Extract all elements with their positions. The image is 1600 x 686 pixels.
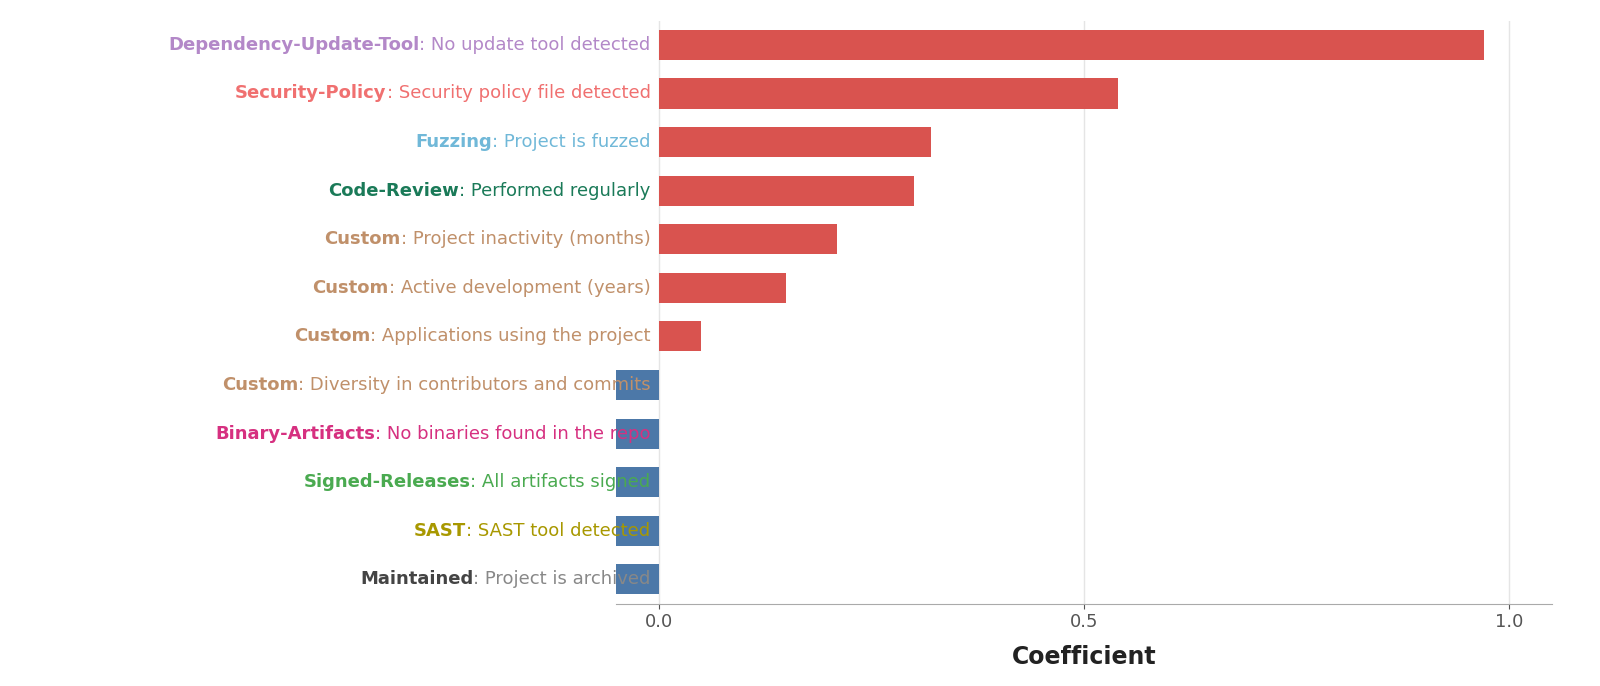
Text: : Project inactivity (months): : Project inactivity (months) [400,230,651,248]
Bar [659,321,701,351]
Text: Signed-Releases: Signed-Releases [304,473,470,491]
Text: : No update tool detected: : No update tool detected [419,36,651,54]
Bar [386,565,659,595]
Text: Security-Policy: Security-Policy [235,84,387,102]
Bar [659,176,914,206]
Text: Custom: Custom [312,279,389,297]
Bar [659,29,1483,60]
Bar [659,224,837,255]
Text: Custom: Custom [222,376,298,394]
Bar [506,370,659,400]
Text: : SAST tool detected: : SAST tool detected [467,522,651,540]
Text: : Project is archived: : Project is archived [474,570,651,589]
Bar [488,418,659,449]
Bar [659,273,786,303]
Text: SAST: SAST [414,522,467,540]
Text: Code-Review: Code-Review [328,182,459,200]
Bar [429,516,659,546]
X-axis label: Coefficient: Coefficient [1011,646,1157,670]
Text: Custom: Custom [325,230,400,248]
Text: Fuzzing: Fuzzing [416,133,493,151]
Text: Custom: Custom [294,327,370,346]
Text: Maintained: Maintained [360,570,474,589]
Text: : Applications using the project: : Applications using the project [370,327,651,346]
Text: Binary-Artifacts: Binary-Artifacts [214,425,374,442]
Text: : Diversity in contributors and commits: : Diversity in contributors and commits [298,376,651,394]
Bar [462,467,659,497]
Text: : All artifacts signed: : All artifacts signed [470,473,651,491]
Bar [659,127,931,157]
Text: : No binaries found in the repo: : No binaries found in the repo [374,425,651,442]
Text: : Project is fuzzed: : Project is fuzzed [493,133,651,151]
Text: : Security policy file detected: : Security policy file detected [387,84,651,102]
Text: : Active development (years): : Active development (years) [389,279,651,297]
Text: Dependency-Update-Tool: Dependency-Update-Tool [168,36,419,54]
Text: : Performed regularly: : Performed regularly [459,182,651,200]
Bar [659,78,1118,108]
